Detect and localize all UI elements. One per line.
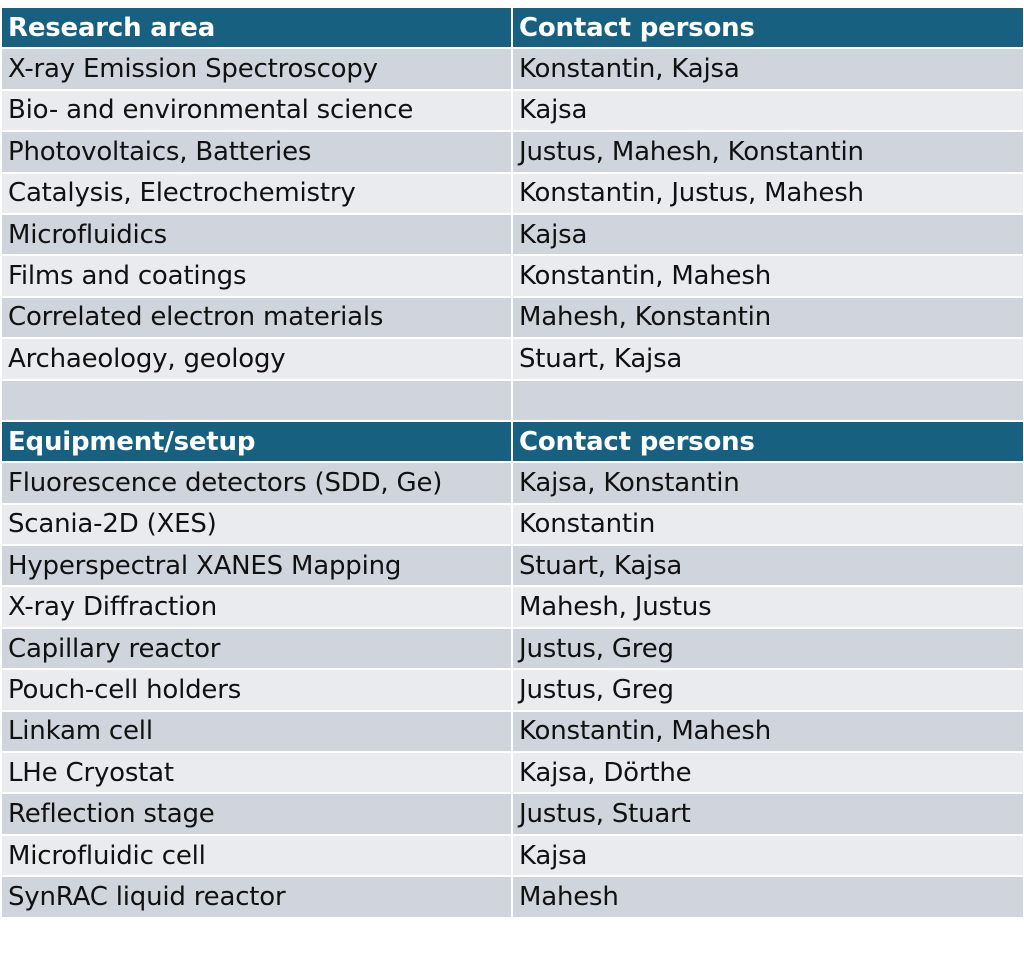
table-row: Bio- and environmental science Kajsa — [0, 88, 1024, 133]
equipment-cell: LHe Cryostat — [0, 751, 513, 795]
research-area-header: Research area — [0, 5, 513, 50]
table-row: Fluorescence detectors (SDD, Ge) Kajsa, … — [0, 461, 1024, 505]
research-area-cell: Archaeology, geology — [0, 337, 513, 381]
contact-persons-header: Contact persons — [511, 419, 1024, 464]
table-row: Films and coatings Konstantin, Mahesh — [0, 254, 1024, 298]
research-area-cell: X-ray Emission Spectroscopy — [0, 47, 513, 91]
equipment-cell: Fluorescence detectors (SDD, Ge) — [0, 461, 513, 505]
contact-persons-cell: Stuart, Kajsa — [511, 544, 1024, 588]
table-row: X-ray Emission Spectroscopy Konstantin, … — [0, 47, 1024, 91]
contact-persons-cell: Konstantin, Justus, Mahesh — [511, 171, 1024, 215]
research-area-cell: Films and coatings — [0, 254, 513, 298]
equipment-cell: Linkam cell — [0, 709, 513, 754]
contact-persons-cell: Kajsa — [511, 833, 1024, 878]
table-row: Microfluidics Kajsa — [0, 212, 1024, 257]
contact-persons-cell: Konstantin, Kajsa — [511, 47, 1024, 91]
contact-persons-cell: Konstantin — [511, 502, 1024, 547]
equipment-cell: X-ray Diffraction — [0, 585, 513, 629]
contact-persons-cell: Kajsa, Dörthe — [511, 751, 1024, 795]
equipment-header-row: Equipment/setup Contact persons — [0, 419, 1024, 464]
contact-persons-cell: Kajsa — [511, 212, 1024, 257]
equipment-cell: Pouch-cell holders — [0, 668, 513, 712]
contact-persons-cell: Kajsa, Konstantin — [511, 461, 1024, 505]
equipment-cell: Microfluidic cell — [0, 833, 513, 878]
equipment-cell: SynRAC liquid reactor — [0, 875, 513, 919]
table-row: Microfluidic cell Kajsa — [0, 833, 1024, 878]
research-area-cell: Bio- and environmental science — [0, 88, 513, 133]
table-row: Pouch-cell holders Justus, Greg — [0, 668, 1024, 712]
spacer-cell — [511, 378, 1024, 422]
contact-persons-cell: Mahesh — [511, 875, 1024, 919]
table-row: X-ray Diffraction Mahesh, Justus — [0, 585, 1024, 629]
contact-persons-cell: Kajsa — [511, 88, 1024, 133]
contact-persons-cell: Justus, Stuart — [511, 792, 1024, 836]
table-row: Linkam cell Konstantin, Mahesh — [0, 709, 1024, 754]
contact-persons-cell: Stuart, Kajsa — [511, 337, 1024, 381]
table-row: SynRAC liquid reactor Mahesh — [0, 875, 1024, 919]
research-area-cell: Catalysis, Electrochemistry — [0, 171, 513, 215]
contact-persons-cell: Mahesh, Justus — [511, 585, 1024, 629]
contact-persons-cell: Konstantin, Mahesh — [511, 709, 1024, 754]
equipment-cell: Scania-2D (XES) — [0, 502, 513, 547]
equipment-cell: Capillary reactor — [0, 626, 513, 671]
table-row: Reflection stage Justus, Stuart — [0, 792, 1024, 836]
table-row: Photovoltaics, Batteries Justus, Mahesh,… — [0, 130, 1024, 174]
table-row: LHe Cryostat Kajsa, Dörthe — [0, 751, 1024, 795]
contact-persons-cell: Justus, Mahesh, Konstantin — [511, 130, 1024, 174]
table-row: Catalysis, Electrochemistry Konstantin, … — [0, 171, 1024, 215]
spacer-cell — [0, 378, 513, 422]
contact-persons-header: Contact persons — [511, 5, 1024, 50]
contact-persons-cell: Konstantin, Mahesh — [511, 254, 1024, 298]
table-row: Archaeology, geology Stuart, Kajsa — [0, 337, 1024, 381]
research-area-cell: Microfluidics — [0, 212, 513, 257]
research-header-row: Research area Contact persons — [0, 5, 1024, 50]
research-area-cell: Photovoltaics, Batteries — [0, 130, 513, 174]
contact-table: Research area Contact persons X-ray Emis… — [0, 5, 1024, 919]
equipment-cell: Reflection stage — [0, 792, 513, 836]
research-area-cell: Correlated electron materials — [0, 295, 513, 340]
spacer-row — [0, 378, 1024, 422]
table-row: Scania-2D (XES) Konstantin — [0, 502, 1024, 547]
equipment-cell: Hyperspectral XANES Mapping — [0, 544, 513, 588]
table-row: Hyperspectral XANES Mapping Stuart, Kajs… — [0, 544, 1024, 588]
contact-persons-cell: Mahesh, Konstantin — [511, 295, 1024, 340]
table-row: Capillary reactor Justus, Greg — [0, 626, 1024, 671]
table-row: Correlated electron materials Mahesh, Ko… — [0, 295, 1024, 340]
equipment-header: Equipment/setup — [0, 419, 513, 464]
contact-persons-cell: Justus, Greg — [511, 626, 1024, 671]
contact-persons-cell: Justus, Greg — [511, 668, 1024, 712]
